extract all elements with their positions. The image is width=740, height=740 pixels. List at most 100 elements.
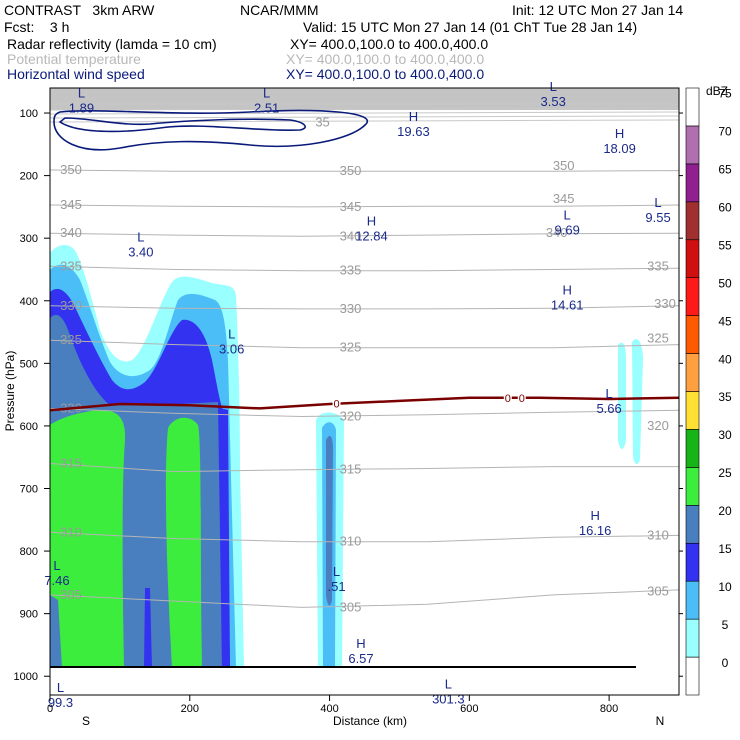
y-tick-label: 900 bbox=[20, 609, 38, 621]
wind-value-label: 2.51 bbox=[254, 100, 279, 115]
y-tick-label: 100 bbox=[20, 108, 38, 120]
wind-value-label: 18.09 bbox=[603, 141, 636, 156]
direction-north: N bbox=[656, 714, 665, 728]
colorbar-label: 15 bbox=[718, 542, 732, 556]
plot-border bbox=[49, 87, 680, 696]
wind-high-marker: H bbox=[590, 508, 599, 523]
wind-value-label: 6.57 bbox=[348, 651, 373, 666]
theta-extra-label: 35 bbox=[315, 114, 329, 129]
wind-value-label: 7.46 bbox=[44, 573, 69, 588]
forecast-hour: Fcst: 3 h bbox=[4, 19, 70, 35]
theta-extra-label: 340 bbox=[546, 225, 568, 240]
y-tick-label: 1000 bbox=[14, 671, 38, 683]
colorbar-swatch bbox=[685, 163, 700, 203]
theta-label-335: 335 bbox=[60, 258, 82, 273]
theta-label-345: 345 bbox=[60, 197, 82, 212]
reflectivity-fill bbox=[50, 244, 643, 669]
theta-extra-label: 350 bbox=[553, 158, 575, 173]
theta-label-330: 330 bbox=[340, 301, 362, 316]
theta-extra-label: 305 bbox=[647, 584, 669, 599]
colorbar-label: 10 bbox=[718, 580, 732, 594]
init-time: Init: 12 UTC Mon 27 Jan 14 bbox=[512, 2, 684, 18]
colorbar-swatch bbox=[685, 580, 700, 620]
wind-low-marker: L bbox=[445, 677, 452, 692]
y-tick-label: 700 bbox=[20, 483, 38, 495]
theta-label-310: 310 bbox=[60, 524, 82, 539]
y-axis-label: Pressure (hPa) bbox=[3, 351, 17, 432]
field-reflectivity: Radar reflectivity (lamda = 10 cm) bbox=[7, 36, 217, 52]
field-theta-xy: XY= 400.0,100.0 to 400.0,400.0 bbox=[286, 51, 485, 67]
wind-low-marker: L bbox=[333, 564, 340, 579]
org-label: NCAR/MMM bbox=[240, 2, 319, 18]
colorbar-swatch bbox=[685, 505, 700, 544]
wind-low-marker: L bbox=[654, 195, 661, 210]
theta-extra-label: 320 bbox=[647, 418, 669, 433]
theta-contour-330 bbox=[50, 305, 679, 310]
wind-value-label: 99.3 bbox=[48, 695, 73, 710]
colorbar-label: 45 bbox=[718, 314, 732, 328]
freezing-label-bg bbox=[517, 391, 526, 403]
freezing-label: 0 bbox=[505, 393, 511, 405]
freezing-label: 0 bbox=[333, 399, 339, 411]
theta-contour-310 bbox=[50, 531, 679, 543]
colorbar-label: 65 bbox=[718, 163, 732, 177]
wind-value-label: .51 bbox=[328, 579, 346, 594]
colorbar-label: 0 bbox=[722, 656, 729, 670]
field-wind: Horizontal wind speed bbox=[7, 66, 145, 82]
wind-low-marker: L bbox=[605, 386, 612, 401]
y-tick-label: 600 bbox=[20, 421, 38, 433]
wind-low-marker: L bbox=[53, 558, 60, 573]
wind-high-marker: H bbox=[615, 126, 624, 141]
dbz-5-cell-b bbox=[632, 339, 643, 465]
theta-label-350: 350 bbox=[60, 162, 82, 177]
theta-extra-label: 310 bbox=[647, 527, 669, 542]
field-theta: Potential temperature bbox=[7, 51, 141, 67]
wind-value-label: 5.66 bbox=[596, 401, 621, 416]
wind-low-marker: L bbox=[550, 79, 557, 94]
colorbar-swatch bbox=[685, 467, 700, 506]
theta-contour-340 bbox=[50, 232, 679, 237]
theta-label-315: 315 bbox=[340, 462, 362, 477]
colorbar-swatch bbox=[685, 277, 700, 316]
wind-high-marker: H bbox=[367, 214, 376, 229]
y-tick-label: 400 bbox=[20, 296, 38, 308]
x-tick-label: 800 bbox=[600, 703, 618, 715]
freezing-label: 0 bbox=[519, 393, 525, 405]
colorbar-swatch bbox=[685, 315, 700, 354]
reflectivity-colorbar: 0 5 10 15 20 25 30 35 40 45 50 55 60 65 70 75 bbox=[685, 87, 732, 696]
colorbar-label: 20 bbox=[718, 504, 732, 518]
wind-value-label: 3.53 bbox=[541, 94, 566, 109]
colorbar-label: 5 bbox=[722, 618, 729, 632]
colorbar-swatch bbox=[685, 429, 700, 468]
dbz-25-notch bbox=[132, 418, 142, 668]
theta-extra-label: 330 bbox=[654, 296, 676, 311]
theta-label-345: 345 bbox=[340, 199, 362, 214]
field-wind-xy: XY= 400.0,100.0 to 400.0,400.0 bbox=[286, 66, 485, 82]
wind-low-marker: L bbox=[137, 229, 144, 244]
theta-contour-350 bbox=[50, 169, 679, 172]
theta-label-layer: 305 305 310 310 315 315 320 320 325 325 330 330 335 3… bbox=[60, 114, 676, 614]
wind-low-marker: L bbox=[78, 85, 85, 100]
wind-low-marker: L bbox=[228, 326, 235, 341]
wind-value-label: 12.84 bbox=[355, 229, 388, 244]
theta-contour-315 bbox=[50, 463, 679, 473]
theta-contour-325 bbox=[50, 339, 679, 349]
theta-label-340: 340 bbox=[60, 225, 82, 240]
dbz-20-left-edge bbox=[50, 595, 62, 668]
wind-value-label: 3.40 bbox=[128, 244, 153, 259]
colorbar-swatch bbox=[685, 239, 700, 278]
dbz-25-area-b bbox=[165, 417, 202, 668]
dbz-15-strip bbox=[144, 588, 152, 668]
wind-value-label: 19.63 bbox=[397, 124, 430, 139]
wind-high-marker: H bbox=[409, 109, 418, 124]
colorbar-label: 40 bbox=[718, 352, 732, 366]
y-tick-label: 300 bbox=[20, 233, 38, 245]
x-axis: 0 200 400 600 800 bbox=[47, 695, 618, 715]
theta-contour-335 bbox=[50, 265, 679, 272]
x-tick-label: 0 bbox=[47, 703, 53, 715]
y-tick-label: 500 bbox=[20, 358, 38, 370]
colorbar-label: 35 bbox=[718, 390, 732, 404]
colorbar-swatch bbox=[685, 125, 700, 165]
